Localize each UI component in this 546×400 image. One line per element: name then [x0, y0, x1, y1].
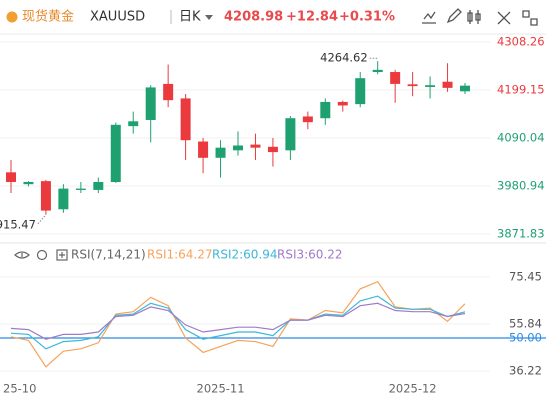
- candle-body: [180, 98, 191, 141]
- candle-body: [163, 83, 174, 101]
- x-tick-label: 2025-12: [389, 382, 437, 396]
- candle-body: [372, 69, 383, 73]
- symbol-icon: [6, 11, 18, 23]
- y-tick-label: 36.22: [509, 364, 542, 378]
- candle-body: [93, 181, 104, 190]
- price-change-pct: +0.31%: [339, 10, 395, 25]
- period[interactable]: 日K: [179, 10, 201, 25]
- candle-body: [250, 144, 261, 148]
- candle-body: [320, 101, 331, 119]
- candle-body: [23, 181, 34, 185]
- y-tick-label: 55.84: [509, 317, 542, 331]
- low-annotation: 3915.47: [0, 217, 36, 231]
- indicator-icon[interactable]: [422, 11, 436, 24]
- legend-entry: RSI2:60.94: [212, 248, 278, 262]
- candle-body: [425, 85, 436, 87]
- candle-body: [145, 87, 156, 120]
- price-change: +12.84: [286, 10, 338, 25]
- rsi-title: RSI(7,14,21): [71, 248, 146, 262]
- compare-icon[interactable]: [467, 10, 481, 24]
- candle-body: [302, 116, 313, 123]
- candle-body: [215, 147, 226, 158]
- y-tick-label: 4199.15: [497, 82, 545, 96]
- collapse-icon[interactable]: [497, 11, 511, 25]
- symbol-code[interactable]: XAUUSD: [90, 10, 145, 25]
- y-tick-label: 3871.83: [497, 226, 545, 240]
- candle-body: [58, 188, 69, 210]
- candle-body: [407, 84, 418, 87]
- candle-body: [267, 146, 278, 153]
- visibility-icon[interactable]: [14, 251, 30, 259]
- y-tick-label: 4090.04: [497, 130, 545, 144]
- candle-body: [75, 188, 86, 190]
- header-bar: [0, 0, 546, 34]
- x-tick-label: 25-10: [3, 382, 36, 396]
- last-price: 4208.98: [224, 10, 283, 25]
- y-tick-label: 50.00: [509, 331, 542, 345]
- candle-body: [285, 118, 296, 151]
- candle-body: [337, 101, 348, 106]
- candle-body: [6, 172, 16, 182]
- candle-body: [110, 124, 121, 182]
- symbol-name[interactable]: 现货黄金: [22, 9, 74, 25]
- y-tick-label: 4308.26: [497, 34, 545, 48]
- candle-body: [460, 85, 470, 92]
- candle-body: [40, 181, 51, 211]
- rsi-line: [10, 302, 466, 340]
- candle-body: [355, 78, 366, 105]
- y-tick-label: 75.45: [509, 270, 542, 284]
- rsi-line: [10, 280, 466, 368]
- settings-icon[interactable]: [522, 10, 538, 26]
- y-tick-label: 3980.94: [497, 178, 545, 192]
- x-tick-label: 2025-11: [197, 382, 245, 396]
- legend-entry: RSI1:64.27: [147, 248, 213, 262]
- legend-entry: RSI3:60.22: [277, 248, 343, 262]
- low-leader: [37, 214, 47, 225]
- add-indicator[interactable]: [56, 249, 68, 261]
- settings-gear[interactable]: [36, 249, 48, 261]
- period-dropdown[interactable]: [205, 15, 213, 20]
- candle-body: [128, 121, 139, 127]
- draw-icon[interactable]: [446, 8, 462, 24]
- add-indicator-plus[interactable]: [59, 252, 65, 258]
- candle-body: [198, 141, 209, 158]
- candle-body: [442, 81, 453, 88]
- rsi-line: [10, 295, 466, 350]
- high-annotation: 4264.62: [320, 51, 368, 65]
- candle-body: [390, 72, 401, 84]
- candle-body: [233, 145, 243, 151]
